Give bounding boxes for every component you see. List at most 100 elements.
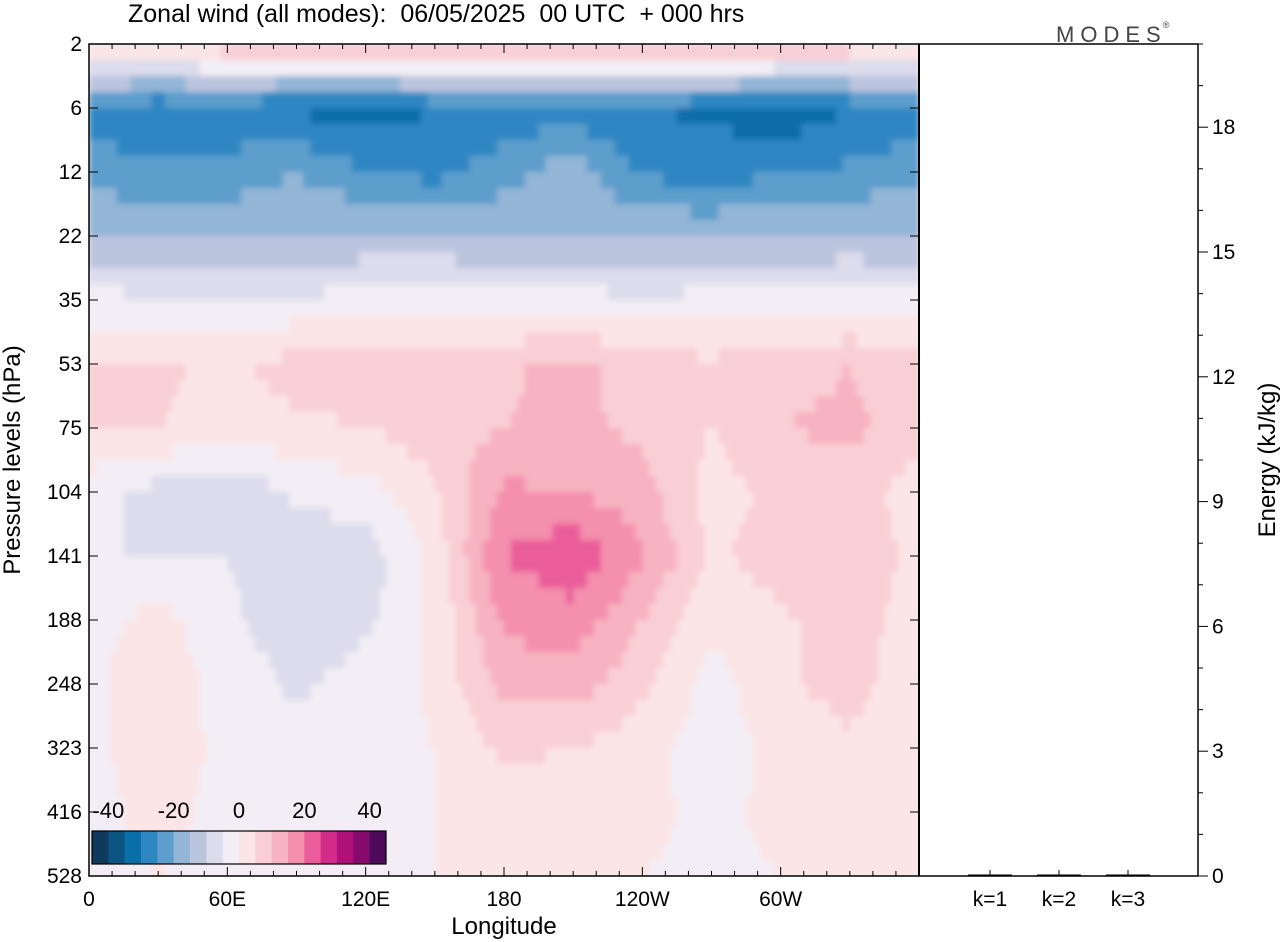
heatmap-cell xyxy=(898,156,906,173)
heatmap-cell xyxy=(490,172,498,189)
heatmap-cell xyxy=(199,268,208,285)
heatmap-cell xyxy=(268,300,277,317)
heatmap-cell xyxy=(587,92,595,109)
heatmap-cell xyxy=(469,364,477,381)
heatmap-cell xyxy=(683,668,692,685)
heatmap-cell xyxy=(870,172,879,189)
heatmap-cell xyxy=(462,348,471,365)
heatmap-cell xyxy=(372,60,381,77)
heatmap-cell xyxy=(829,428,837,445)
heatmap-cell xyxy=(614,540,623,557)
heatmap-cell xyxy=(849,60,858,77)
heatmap-cell xyxy=(393,524,401,541)
heatmap-cell xyxy=(621,140,630,157)
heatmap-cell xyxy=(593,492,602,509)
heatmap-cell xyxy=(220,684,228,701)
heatmap-cell xyxy=(344,556,353,573)
heatmap-cell xyxy=(884,540,892,557)
heatmap-cell xyxy=(732,588,740,605)
heatmap-cell xyxy=(891,380,899,397)
heatmap-cell xyxy=(455,524,464,541)
heatmap-cell xyxy=(787,348,796,365)
heatmap-cell xyxy=(282,44,291,61)
heatmap-cell xyxy=(310,492,318,509)
heatmap-cell xyxy=(310,252,318,269)
heatmap-cell xyxy=(386,156,394,173)
heatmap-cell xyxy=(137,44,145,61)
heatmap-cell xyxy=(144,412,152,429)
heatmap-cell xyxy=(614,124,623,141)
heatmap-cell xyxy=(137,236,145,253)
heatmap-cell xyxy=(531,348,540,365)
heatmap-cell xyxy=(732,540,740,557)
heatmap-cell xyxy=(642,204,650,221)
heatmap-cell xyxy=(649,156,657,173)
heatmap-cell xyxy=(642,44,650,61)
heatmap-cell xyxy=(711,140,720,157)
heatmap-cell xyxy=(863,44,872,61)
heatmap-cell xyxy=(393,556,401,573)
heatmap-cell xyxy=(656,172,664,189)
heatmap-cell xyxy=(220,92,228,109)
heatmap-cell xyxy=(670,348,678,365)
heatmap-cell xyxy=(116,492,125,509)
heatmap-cell xyxy=(642,508,650,525)
heatmap-cell xyxy=(365,460,374,477)
heatmap-cell xyxy=(656,572,664,589)
heatmap-cell xyxy=(338,444,346,461)
heatmap-cell xyxy=(670,428,678,445)
heatmap-cell xyxy=(517,620,526,637)
heatmap-cell xyxy=(469,492,477,509)
heatmap-cell xyxy=(365,508,374,525)
heatmap-cell xyxy=(144,44,152,61)
heatmap-cell xyxy=(365,76,374,93)
heatmap-cell xyxy=(856,460,865,477)
heatmap-cell xyxy=(199,124,208,141)
heatmap-cell xyxy=(739,476,747,493)
heatmap-cell xyxy=(448,108,457,125)
heatmap-cell xyxy=(248,76,256,93)
heatmap-cell xyxy=(559,300,567,317)
heatmap-cell xyxy=(780,380,789,397)
heatmap-cell xyxy=(732,444,740,461)
heatmap-cell xyxy=(545,44,554,61)
heatmap-cell xyxy=(905,108,913,125)
heatmap-cell xyxy=(725,428,733,445)
heatmap-cell xyxy=(455,652,464,669)
heatmap-cell xyxy=(220,108,228,125)
heatmap-cell xyxy=(192,76,201,93)
heatmap-cell xyxy=(538,428,547,445)
heatmap-cell xyxy=(842,556,851,573)
heatmap-cell xyxy=(344,684,353,701)
heatmap-cell xyxy=(621,508,630,525)
heatmap-cell xyxy=(580,44,588,61)
heatmap-cell xyxy=(628,124,637,141)
heatmap-cell xyxy=(656,252,664,269)
heatmap-cell xyxy=(649,188,657,205)
heatmap-cell xyxy=(344,380,353,397)
heatmap-cell xyxy=(296,460,305,477)
heatmap-cell xyxy=(504,236,512,253)
heatmap-cell xyxy=(607,156,616,173)
heatmap-cell xyxy=(497,60,505,77)
heatmap-cell xyxy=(545,572,554,589)
heatmap-cell xyxy=(338,332,346,349)
heatmap-cell xyxy=(773,108,782,125)
heatmap-cell xyxy=(206,76,215,93)
heatmap-cell xyxy=(400,252,408,269)
heatmap-cell xyxy=(829,460,837,477)
heatmap-cell xyxy=(538,284,547,301)
heatmap-cell xyxy=(379,220,388,237)
heatmap-cell xyxy=(296,284,305,301)
heatmap-cell xyxy=(261,652,270,669)
heatmap-cell xyxy=(649,444,657,461)
heatmap-cell xyxy=(400,540,408,557)
heatmap-cell xyxy=(891,524,899,541)
heatmap-cell xyxy=(116,156,125,173)
heatmap-cell xyxy=(386,572,394,589)
heatmap-cell xyxy=(912,524,919,541)
heatmap-cell xyxy=(649,284,657,301)
heatmap-cell xyxy=(303,140,311,157)
heatmap-cell xyxy=(427,636,436,653)
heatmap-cell xyxy=(898,60,906,77)
